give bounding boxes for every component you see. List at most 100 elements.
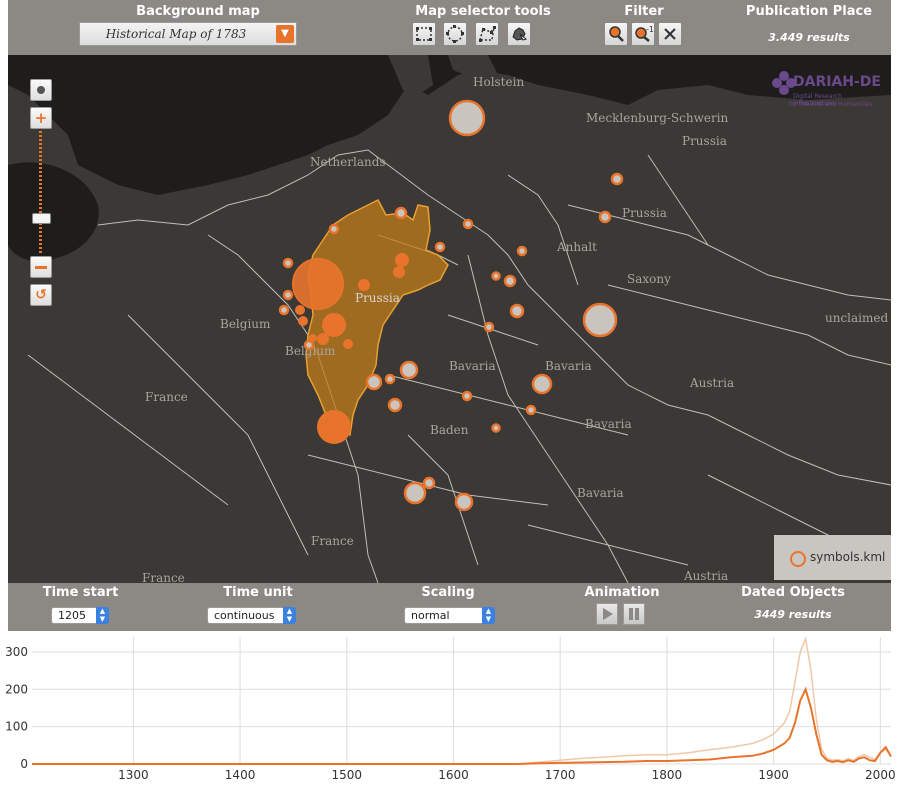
place-symbol[interactable] [309, 334, 317, 342]
background-map-select[interactable]: Historical Map of 1783 ▼ [79, 22, 297, 46]
cancel-filter-icon[interactable] [658, 22, 682, 46]
dariah-logo-name: DARIAH-DE [793, 74, 881, 90]
place-symbol[interactable] [292, 258, 344, 310]
place-symbol[interactable] [434, 241, 446, 253]
place-symbol[interactable] [384, 373, 396, 385]
place-symbol[interactable] [328, 223, 340, 235]
y-tick-label: 300 [5, 645, 28, 659]
y-axis: 0 100 200 300 [5, 645, 28, 771]
inverse-filter-icon[interactable]: -1 [631, 22, 655, 46]
place-symbol[interactable] [394, 206, 408, 220]
place-symbol[interactable] [454, 492, 474, 512]
timeline-chart[interactable]: 0 100 200 300 1300 1400 1500 1600 1700 1800 1900 2… [0, 631, 900, 791]
place-symbol[interactable] [282, 257, 294, 269]
series-line-main [32, 686, 892, 765]
y-tick-label: 200 [5, 682, 28, 696]
x-tick-label: 1500 [332, 768, 363, 782]
x-tick-label: 1700 [545, 768, 576, 782]
zoom-slider-handle[interactable] [32, 213, 51, 224]
dariah-logo-tagline: for the Arts and Humanities [789, 101, 873, 108]
map-label: Prussia [622, 206, 667, 220]
undo-icon: ↺ [35, 287, 47, 303]
place-symbol[interactable] [503, 274, 517, 288]
place-symbol[interactable] [531, 373, 553, 395]
place-symbol[interactable] [525, 404, 537, 416]
x-tick-label: 1300 [118, 768, 149, 782]
place-symbol[interactable] [387, 397, 403, 413]
stepper-arrows-icon[interactable]: ▲ ▼ [283, 607, 296, 624]
time-start-value: 1205 [58, 609, 86, 622]
plus-icon: + [34, 109, 48, 127]
zoom-out-button[interactable] [30, 256, 52, 278]
y-tick-label: 100 [5, 720, 28, 734]
symbol-layer[interactable] [8, 55, 891, 583]
place-symbol[interactable] [610, 172, 624, 186]
place-symbol[interactable] [448, 99, 486, 137]
map-label: France [145, 390, 188, 404]
place-symbol[interactable] [509, 303, 525, 319]
map-label: Austria [684, 569, 729, 583]
play-button[interactable] [596, 603, 618, 625]
place-symbol[interactable] [365, 373, 383, 391]
place-symbol[interactable] [516, 245, 528, 257]
map-view[interactable]: Holstein Mecklenburg-Schwerin Prussia Ne… [8, 55, 891, 583]
place-symbol[interactable] [343, 339, 353, 349]
map-label: Holstein [473, 75, 525, 89]
scaling-value: normal [411, 609, 450, 622]
map-label: Prussia [682, 134, 727, 148]
place-symbol[interactable] [422, 476, 436, 490]
x-tick-label: 1900 [758, 768, 789, 782]
place-symbol[interactable] [317, 410, 351, 444]
place-symbol[interactable] [282, 289, 294, 301]
place-symbol[interactable] [278, 304, 290, 316]
polygon-select-icon[interactable] [475, 22, 499, 46]
pan-center-button[interactable] [30, 79, 52, 101]
x-tick-label: 1600 [438, 768, 469, 782]
place-symbol[interactable] [295, 305, 305, 315]
map-canvas[interactable] [8, 55, 891, 583]
reset-view-button[interactable]: ↺ [30, 284, 52, 306]
place-symbol[interactable] [303, 339, 315, 351]
place-symbol[interactable] [461, 390, 473, 402]
map-label: Anhalt [557, 240, 597, 254]
dated-objects-results: 3449 results [754, 608, 832, 621]
zoom-in-button[interactable]: + [30, 107, 52, 129]
time-start-select[interactable]: 1205 ▲ ▼ [51, 607, 109, 624]
place-symbol[interactable] [598, 210, 612, 224]
place-symbol[interactable] [491, 423, 501, 433]
place-symbol[interactable] [462, 218, 474, 230]
stepper-arrows-icon[interactable]: ▲ ▼ [96, 607, 109, 624]
map-label: Austria [690, 376, 735, 390]
rectangle-select-icon[interactable] [412, 22, 436, 46]
place-symbol[interactable] [317, 333, 329, 345]
place-symbol[interactable] [483, 321, 495, 333]
map-label: Mecklenburg-Schwerin [586, 111, 729, 125]
country-select-icon[interactable] [507, 22, 531, 46]
time-unit-select[interactable]: continuous ▲ ▼ [207, 607, 296, 624]
circle-select-icon[interactable] [443, 22, 467, 46]
map-label: unclaimed [825, 311, 889, 325]
place-symbol[interactable] [403, 481, 427, 505]
place-symbol[interactable] [399, 360, 419, 380]
zoom-slider-track[interactable] [39, 131, 42, 255]
place-symbol[interactable] [582, 302, 618, 338]
scaling-select[interactable]: normal ▲ ▼ [404, 607, 495, 624]
map-legend[interactable]: symbols.kml [774, 535, 891, 580]
time-unit-value: continuous [214, 609, 275, 622]
chart-background [0, 631, 900, 791]
place-symbol[interactable] [358, 279, 370, 291]
filter-icon[interactable] [604, 22, 628, 46]
pause-button[interactable] [623, 603, 645, 625]
place-symbol[interactable] [395, 253, 409, 267]
map-label: Bavaria [545, 359, 592, 373]
place-symbol[interactable] [298, 316, 308, 326]
place-symbol[interactable] [491, 271, 501, 281]
x-axis: 1300 1400 1500 1600 1700 1800 1900 2000 [118, 768, 896, 782]
chevron-down-icon[interactable]: ▼ [276, 25, 294, 43]
place-symbol[interactable] [393, 266, 405, 278]
stepper-arrows-icon[interactable]: ▲ ▼ [482, 607, 495, 624]
map-label: Netherlands [310, 155, 386, 169]
place-symbol[interactable] [322, 313, 346, 337]
series-line-light [32, 636, 892, 765]
minus-icon [35, 266, 47, 269]
